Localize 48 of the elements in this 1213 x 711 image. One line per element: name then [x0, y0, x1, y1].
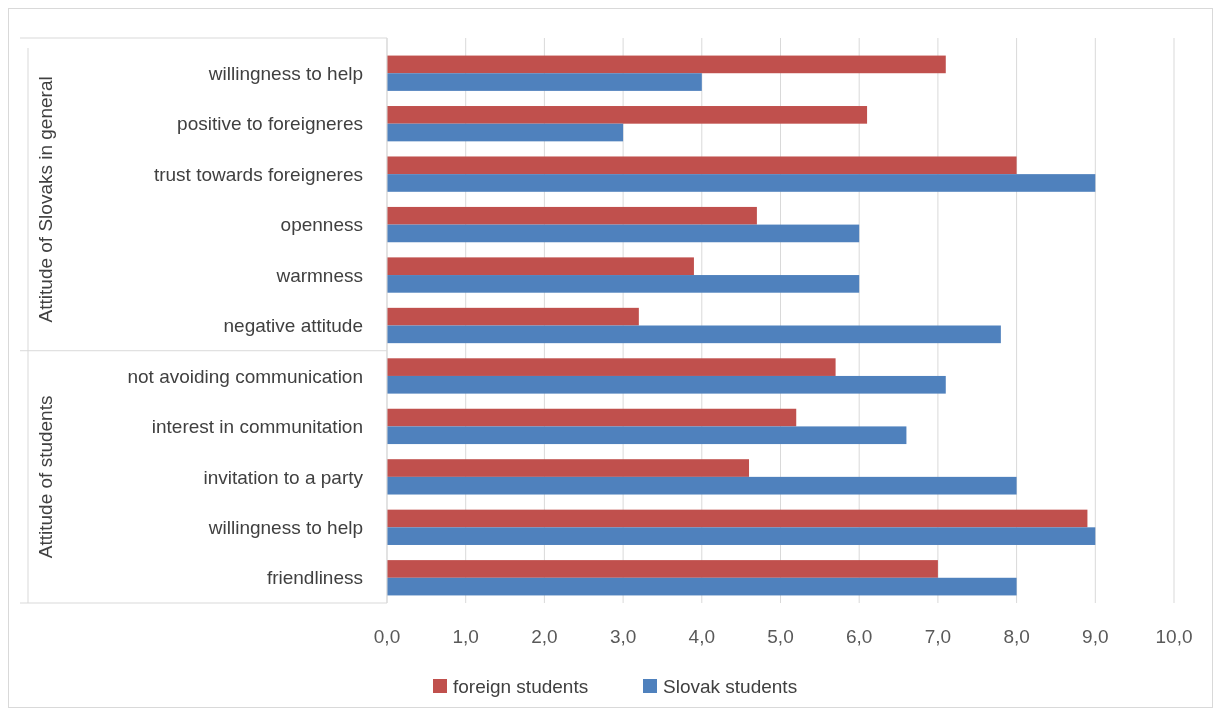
y-tick-label: negative attitude — [223, 315, 363, 337]
x-tick-label: 4,0 — [688, 626, 716, 647]
bar — [387, 224, 860, 243]
x-tick-label: 5,0 — [767, 626, 794, 647]
y-tick-label: interest in communitation — [151, 416, 363, 438]
y-tick-label: willingness to help — [207, 516, 363, 538]
x-tick-label: 8,0 — [1003, 626, 1030, 647]
x-tick-label: 7,0 — [924, 626, 952, 647]
y-tick-label: openness — [280, 214, 363, 236]
text: Attitude of students — [35, 395, 56, 559]
y-tick-label: friendliness — [266, 567, 363, 589]
x-tick-label: 1,0 — [452, 626, 479, 647]
x-tick-label: 9,0 — [1082, 626, 1109, 647]
bar — [387, 325, 1001, 344]
bar — [387, 73, 702, 91]
x-tick-label: 6,0 — [845, 626, 873, 647]
bar — [387, 307, 639, 326]
bar — [387, 106, 868, 124]
x-tick-label: 10,0 — [1155, 626, 1193, 647]
bar — [387, 123, 624, 142]
text: Attitude of Slovaks in general — [35, 76, 56, 323]
y-tick-label: invitation to a party — [203, 466, 364, 488]
bar — [387, 275, 860, 293]
y-tick-label: trust towards foreigneres — [153, 163, 363, 185]
bar — [387, 55, 946, 74]
bar — [387, 156, 1017, 175]
x-tick-label: 3,0 — [609, 626, 637, 647]
bar — [387, 257, 694, 276]
x-tick-label: 0,0 — [373, 626, 401, 647]
bar — [387, 527, 1096, 545]
bar — [387, 375, 946, 394]
legend-label: foreign students — [453, 675, 589, 697]
y-tick-label: not avoiding communication — [127, 365, 363, 387]
bar — [387, 408, 797, 427]
y-tick-label: willingness to help — [207, 62, 363, 84]
bar — [387, 459, 750, 477]
legend-label: Slovak students — [663, 675, 798, 697]
x-tick-label: 2,0 — [531, 626, 558, 647]
bar — [387, 577, 1017, 596]
bar — [387, 560, 938, 578]
y-tick-label: warmness — [275, 264, 363, 286]
bar — [387, 174, 1096, 192]
bar — [387, 206, 757, 225]
bar — [387, 476, 1017, 495]
y-tick-label: positive to foreigneres — [177, 113, 363, 135]
bar — [387, 426, 907, 445]
bar — [387, 509, 1088, 528]
bar — [387, 358, 836, 376]
